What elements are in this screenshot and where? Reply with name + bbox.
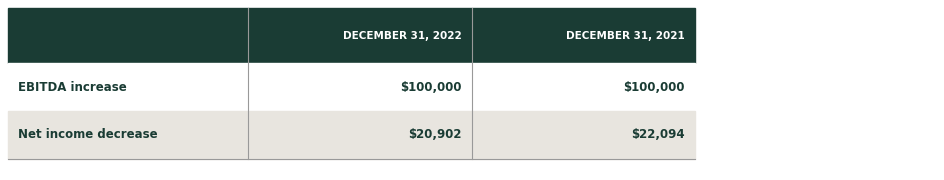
Text: $22,094: $22,094 <box>631 129 684 141</box>
Bar <box>8 8 694 63</box>
Text: $20,902: $20,902 <box>408 129 462 141</box>
Bar <box>8 111 694 159</box>
Text: DECEMBER 31, 2021: DECEMBER 31, 2021 <box>565 30 684 40</box>
Text: EBITDA increase: EBITDA increase <box>18 80 126 93</box>
Text: Net income decrease: Net income decrease <box>18 129 158 141</box>
Text: DECEMBER 31, 2022: DECEMBER 31, 2022 <box>343 30 462 40</box>
Bar <box>8 63 694 111</box>
Text: $100,000: $100,000 <box>400 80 462 93</box>
Text: $100,000: $100,000 <box>623 80 684 93</box>
